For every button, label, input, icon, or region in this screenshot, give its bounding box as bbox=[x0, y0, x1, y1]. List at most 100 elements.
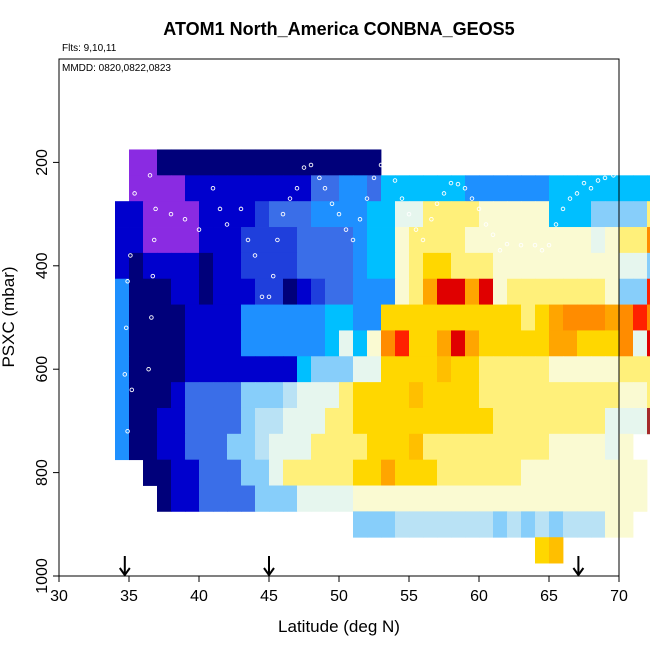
heatmap-cell bbox=[535, 537, 550, 564]
heatmap-cell bbox=[605, 382, 620, 409]
heatmap-cell bbox=[493, 485, 508, 512]
heatmap-cell bbox=[297, 149, 312, 176]
flight-track-point bbox=[364, 196, 370, 201]
heatmap-cell bbox=[367, 459, 382, 486]
heatmap-cell bbox=[157, 149, 172, 176]
heatmap-cell bbox=[549, 407, 564, 435]
heatmap-cell bbox=[325, 407, 340, 435]
heatmap-cell bbox=[605, 459, 620, 486]
heatmap-cell bbox=[577, 252, 592, 280]
heatmap-cell bbox=[381, 175, 396, 202]
heatmap-cell bbox=[339, 252, 354, 280]
heatmap-cell bbox=[451, 304, 466, 331]
heatmap-cell bbox=[227, 252, 242, 280]
y-tick-label: 1000 bbox=[34, 558, 51, 594]
heatmap-cell bbox=[129, 278, 144, 305]
heatmap-cell bbox=[507, 278, 522, 305]
flight-track-point bbox=[560, 206, 566, 212]
flight-track-point bbox=[483, 222, 489, 227]
heatmap-cell bbox=[465, 407, 480, 435]
heatmap-cell bbox=[297, 407, 312, 435]
heatmap-cell bbox=[367, 304, 382, 331]
heatmap-cell bbox=[577, 201, 592, 228]
heatmap-cell bbox=[619, 511, 634, 538]
heatmap-cell bbox=[325, 252, 340, 280]
heatmap-cell bbox=[325, 356, 340, 383]
heatmap-cell bbox=[339, 356, 354, 383]
heatmap-cell bbox=[269, 175, 284, 202]
heatmap-cell bbox=[381, 330, 396, 357]
flight-track-point bbox=[301, 165, 307, 170]
heatmap-cell bbox=[423, 330, 438, 357]
flight-track-point bbox=[518, 242, 524, 248]
heatmap-cell bbox=[451, 330, 466, 357]
heatmap-cell bbox=[437, 485, 452, 512]
flight-track-point bbox=[455, 181, 461, 187]
flight-track-point bbox=[266, 294, 272, 300]
heatmap-cell bbox=[633, 278, 648, 305]
heatmap-cell bbox=[549, 304, 564, 331]
heatmap-cell bbox=[507, 485, 522, 512]
heatmap-cell bbox=[367, 330, 382, 357]
heatmap-cell bbox=[185, 175, 200, 202]
flight-track-point bbox=[553, 222, 559, 227]
heatmap-cell bbox=[521, 382, 536, 409]
flight-track-point bbox=[259, 294, 265, 300]
heatmap-cell bbox=[423, 175, 438, 202]
heatmap-cell bbox=[577, 175, 592, 202]
heatmap-cell bbox=[353, 356, 368, 383]
heatmap-cell bbox=[465, 278, 480, 305]
flight-track-point bbox=[336, 211, 342, 217]
heatmap-cell bbox=[171, 278, 186, 305]
heatmap-cell bbox=[339, 433, 354, 461]
y-tick-label: 200 bbox=[34, 149, 51, 176]
x-tick-label: 45 bbox=[260, 588, 278, 605]
x-tick-label: 65 bbox=[540, 588, 558, 605]
heatmap-cell bbox=[549, 330, 564, 357]
heatmap-cell bbox=[157, 356, 172, 383]
heatmap-cell bbox=[115, 433, 130, 461]
heatmap-cell bbox=[129, 149, 144, 176]
heatmap-cell bbox=[451, 227, 466, 254]
heatmap-cell bbox=[213, 201, 228, 228]
heatmap-cell bbox=[381, 433, 396, 461]
heatmap-cell bbox=[367, 511, 382, 538]
heatmap-cell bbox=[129, 433, 144, 461]
heatmap-cell bbox=[577, 330, 592, 357]
heatmap-cell bbox=[535, 252, 550, 280]
heatmap-cell bbox=[493, 433, 508, 461]
heatmap-cell bbox=[647, 304, 650, 331]
heatmap-cell bbox=[409, 201, 424, 228]
flight-track-point bbox=[308, 162, 314, 168]
heatmap-cell bbox=[381, 459, 396, 486]
heatmap-cell bbox=[185, 149, 200, 176]
flights-label: Flts: 9,10,11 bbox=[62, 43, 117, 54]
heatmap-cell bbox=[437, 201, 452, 228]
heatmap-cell bbox=[507, 433, 522, 461]
heatmap-cell bbox=[171, 149, 186, 176]
heatmap-cell bbox=[563, 201, 578, 228]
heatmap-cell bbox=[213, 149, 228, 176]
heatmap-cell bbox=[241, 227, 256, 254]
heatmap-cell bbox=[451, 407, 466, 435]
heatmap-cell bbox=[437, 407, 452, 435]
heatmap-cell bbox=[325, 175, 340, 202]
x-axis-label: Latitude (deg N) bbox=[278, 617, 400, 636]
heatmap-cell bbox=[619, 252, 634, 280]
heatmap-cell bbox=[577, 382, 592, 409]
flight-track-point bbox=[123, 325, 129, 331]
heatmap-cell bbox=[283, 149, 298, 176]
heatmap-cell bbox=[465, 511, 480, 538]
heatmap-cell bbox=[353, 485, 368, 512]
heatmap-cell bbox=[143, 149, 158, 176]
heatmap-cell bbox=[493, 382, 508, 409]
heatmap-cell bbox=[339, 485, 354, 512]
heatmap-cell bbox=[199, 485, 214, 512]
heatmap-cell bbox=[437, 356, 452, 383]
x-tick-label: 40 bbox=[190, 588, 208, 605]
heatmap-cell bbox=[255, 149, 270, 176]
heatmap-cell bbox=[395, 330, 410, 357]
heatmap-cell bbox=[227, 149, 242, 176]
heatmap-cell bbox=[269, 330, 284, 357]
heatmap-cell bbox=[325, 382, 340, 409]
